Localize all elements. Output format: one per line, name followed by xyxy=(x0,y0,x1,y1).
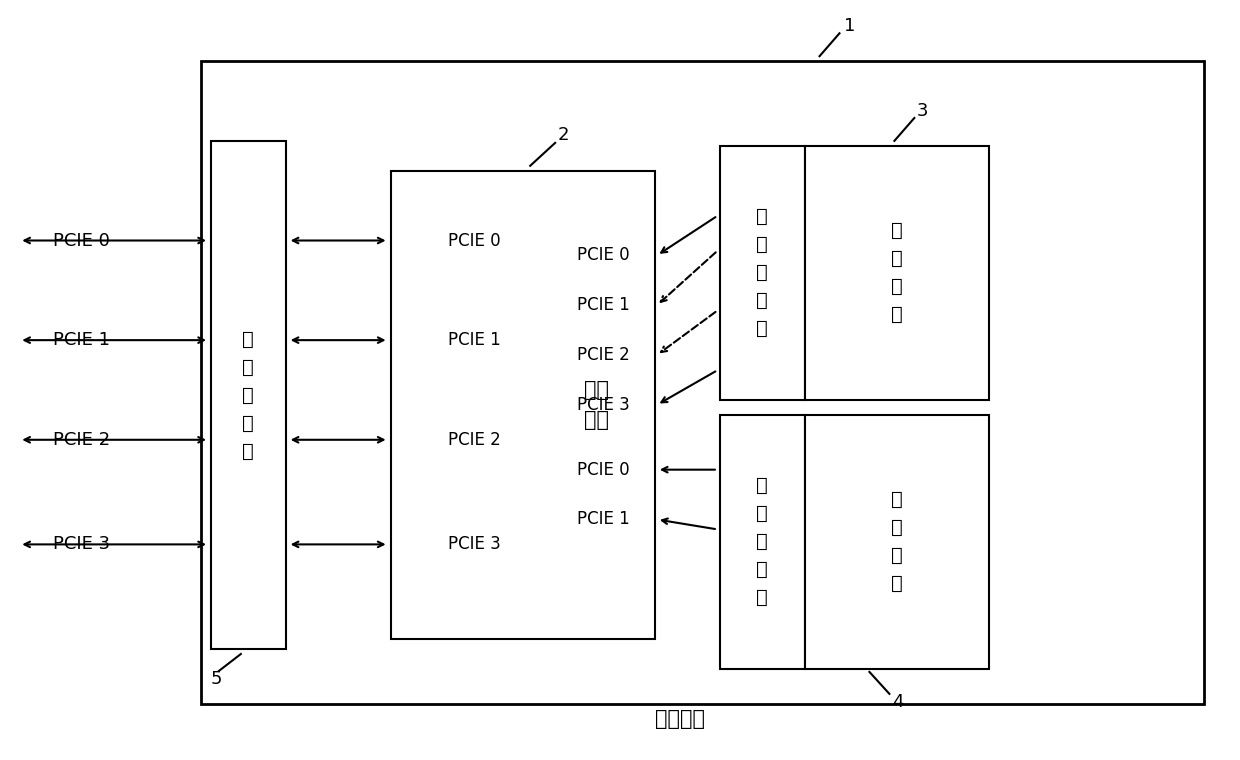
Text: 2: 2 xyxy=(557,126,569,144)
Text: PCIE 0: PCIE 0 xyxy=(53,232,109,249)
Text: 第
一
硬
盘: 第 一 硬 盘 xyxy=(892,221,903,325)
Text: PCIE 3: PCIE 3 xyxy=(449,535,501,553)
Text: PCIE 1: PCIE 1 xyxy=(577,296,630,315)
Text: 5: 5 xyxy=(210,670,222,688)
Text: PCIE 3: PCIE 3 xyxy=(52,535,110,553)
Text: PCIE 2: PCIE 2 xyxy=(577,346,630,364)
Text: PCIE 0: PCIE 0 xyxy=(577,246,630,264)
Bar xyxy=(719,415,805,669)
Text: 第
二
硬
盘: 第 二 硬 盘 xyxy=(892,490,903,594)
Bar xyxy=(805,146,990,400)
Text: PCIE 0: PCIE 0 xyxy=(449,232,501,249)
Bar xyxy=(211,141,285,649)
Bar xyxy=(719,146,805,400)
Text: PCIE 1: PCIE 1 xyxy=(577,511,630,528)
Text: PCIE 0: PCIE 0 xyxy=(577,461,630,479)
Text: 硬
盘
连
接
器: 硬 盘 连 接 器 xyxy=(243,329,254,461)
Text: PCIE 2: PCIE 2 xyxy=(449,431,501,449)
Text: PCIE 3: PCIE 3 xyxy=(577,396,630,414)
Bar xyxy=(391,171,655,639)
Text: 第
一
连
接
器: 第 一 连 接 器 xyxy=(756,207,768,338)
Text: 第
二
连
接
器: 第 二 连 接 器 xyxy=(756,477,768,607)
Text: 高阶
开关: 高阶 开关 xyxy=(584,380,609,429)
Text: 3: 3 xyxy=(916,102,928,120)
Text: 1: 1 xyxy=(843,17,856,35)
Text: PCIE 1: PCIE 1 xyxy=(449,331,501,349)
Text: PCIE 2: PCIE 2 xyxy=(52,431,110,449)
Bar xyxy=(201,61,1204,704)
Text: 硬盘背洿: 硬盘背洿 xyxy=(655,709,704,729)
Text: PCIE 1: PCIE 1 xyxy=(53,331,109,349)
Bar xyxy=(805,415,990,669)
Text: 4: 4 xyxy=(892,693,903,711)
